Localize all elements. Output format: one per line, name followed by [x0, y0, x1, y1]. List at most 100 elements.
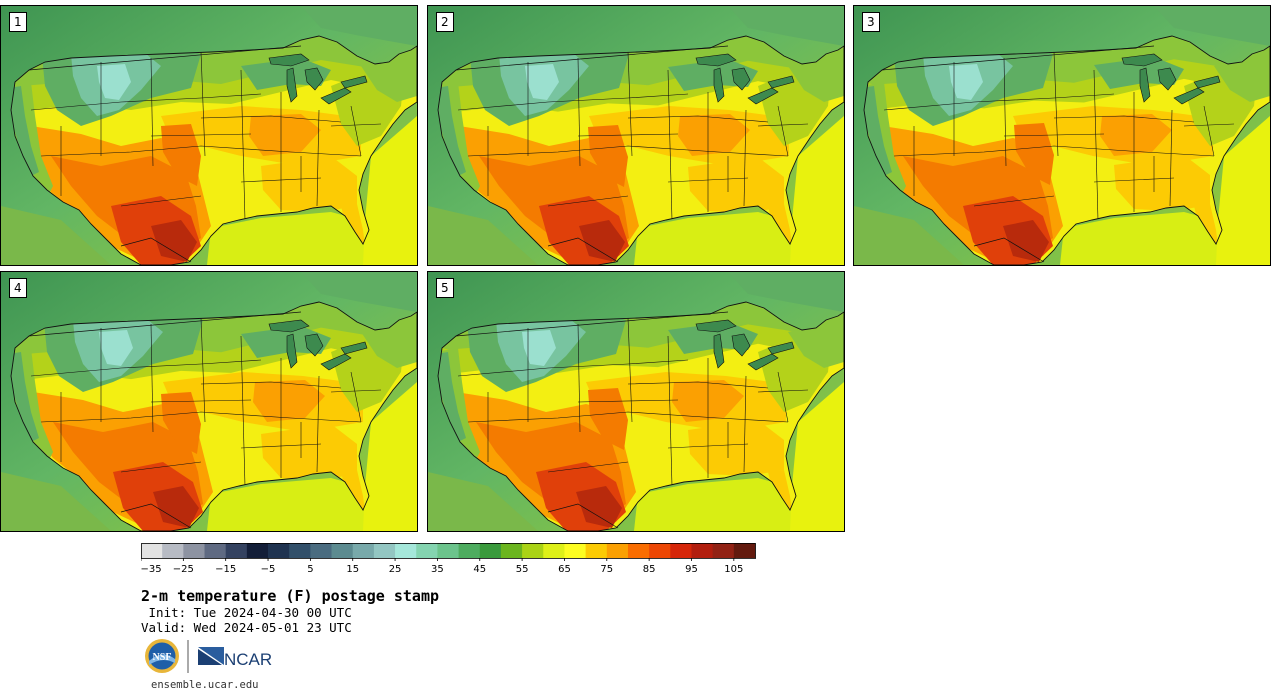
temperature-contour — [341, 204, 365, 246]
svg-text:NSF: NSF — [153, 652, 172, 663]
great-lake — [1139, 67, 1151, 103]
colorbar-swatch — [712, 543, 735, 558]
colorbar-swatch — [373, 543, 396, 558]
temperature-contour — [579, 220, 625, 262]
country-border — [881, 45, 1155, 263]
state-boundaries — [457, 51, 809, 221]
temperature-contour — [99, 330, 133, 366]
great-lake — [320, 353, 352, 371]
temperature-contour — [341, 470, 365, 512]
stamp-label-2: 2 — [436, 12, 454, 32]
colorbar-swatch — [606, 543, 629, 558]
colorbar-swatch — [162, 543, 184, 558]
great-lake — [767, 75, 795, 89]
colorbar-swatch — [268, 543, 290, 558]
temperature-contour — [363, 116, 417, 265]
great-lake — [320, 87, 352, 105]
temperature-contour — [768, 470, 792, 512]
colorbar-tick-label: 5 — [307, 564, 313, 573]
temperature-contour — [1216, 116, 1270, 265]
colorbar-swatch — [585, 543, 608, 558]
temperature-contour — [1214, 54, 1270, 102]
temperature-contour — [768, 204, 792, 246]
temperature-contour — [1, 206, 111, 265]
temperature-contour — [428, 472, 538, 531]
temperature-contour — [301, 6, 417, 46]
colorbar-tick-label: 25 — [389, 564, 402, 573]
colorbar-tick-label: 85 — [643, 564, 656, 573]
country-border — [28, 45, 302, 263]
colorbar-swatch — [627, 543, 650, 558]
temperature-map-5 — [428, 272, 844, 531]
colorbar-swatch — [670, 543, 692, 558]
colorbar-swatch — [352, 543, 375, 558]
panel-2: 2 — [427, 5, 845, 266]
stamp-label-5: 5 — [436, 278, 454, 298]
colorbar-swatch — [416, 543, 438, 558]
panel-4: 4 — [0, 271, 418, 532]
temperature-contour — [788, 320, 844, 368]
panel-1: 1 — [0, 5, 418, 266]
great-lake — [695, 319, 737, 333]
great-lake — [1157, 67, 1177, 91]
temperature-contour — [634, 212, 794, 265]
temperature-contour — [634, 478, 794, 531]
colorbar-tick-label: 75 — [600, 564, 613, 573]
temperature-contour — [161, 124, 201, 186]
temperature-contour — [438, 86, 466, 176]
great-lake — [1121, 53, 1163, 67]
coastline — [10, 301, 417, 531]
temperature-map-2 — [428, 6, 844, 265]
temperature-contour — [588, 125, 628, 187]
temperature-contour — [949, 64, 983, 100]
temperature-contour — [363, 382, 417, 531]
temperature-contour — [1003, 220, 1049, 262]
colorbar-swatch — [437, 543, 459, 558]
stamp-label-1: 1 — [9, 12, 27, 32]
temperature-map-1 — [1, 6, 417, 265]
colorbar-tick-label: −5 — [261, 564, 276, 573]
colorbar-swatch — [479, 543, 502, 558]
temperature-colorbar: −35−25−15−55152535455565758595105115 — [141, 543, 756, 573]
temperature-contour — [790, 382, 844, 531]
temperature-contour — [1014, 123, 1054, 185]
temperature-contour — [97, 64, 131, 100]
great-lake — [731, 67, 751, 91]
coastline — [863, 35, 1270, 265]
colorbar-swatch — [543, 543, 565, 558]
great-lake — [1173, 87, 1205, 105]
temperature-contour — [261, 424, 357, 480]
temperature-contour — [428, 206, 538, 265]
great-lake — [695, 53, 737, 67]
colorbar-frame — [141, 543, 756, 559]
great-lake — [731, 333, 751, 357]
colorbar-swatch — [733, 543, 756, 558]
temperature-contour — [253, 380, 325, 422]
temperature-contour — [788, 54, 844, 102]
temperature-contour — [241, 326, 331, 358]
colorbar-tick-label: 65 — [558, 564, 571, 573]
great-lake — [268, 319, 310, 333]
great-lake — [713, 333, 725, 369]
colorbar-tick-label: −15 — [215, 564, 236, 573]
state-boundaries — [457, 317, 809, 487]
colorbar-swatch — [458, 543, 481, 558]
coastline — [10, 35, 417, 265]
colorbar-swatch — [141, 543, 163, 558]
great-lake — [304, 333, 324, 357]
colorbar-swatch — [331, 543, 354, 558]
temperature-contour — [728, 272, 844, 312]
state-boundaries — [30, 317, 382, 487]
colorbar-tick-label: 45 — [473, 564, 486, 573]
website-link[interactable]: ensemble.ucar.edu — [151, 679, 259, 691]
colorbar-tick-label: 95 — [685, 564, 698, 573]
colorbar-tick-label: −35 — [141, 564, 162, 573]
colorbar-swatch — [204, 543, 227, 558]
temperature-map-4 — [1, 272, 417, 531]
temperature-contour — [249, 114, 321, 156]
colorbar-tick-label: 35 — [431, 564, 444, 573]
great-lake — [286, 67, 298, 103]
coastline — [437, 301, 844, 531]
state-boundaries — [30, 51, 382, 221]
state-boundaries — [883, 51, 1235, 221]
